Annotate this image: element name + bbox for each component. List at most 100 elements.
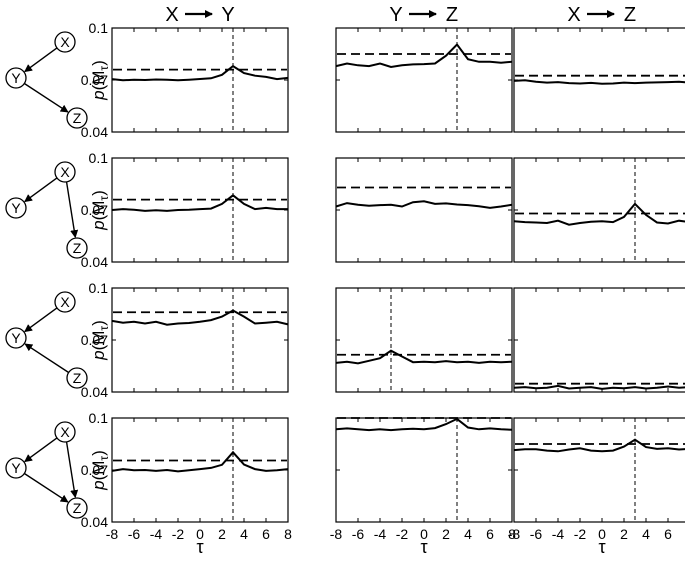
x-tick-label: -6 <box>128 526 141 542</box>
y-tick-label: 0.1 <box>89 20 109 36</box>
graph-edge <box>23 472 69 503</box>
y-axis-label-subscript: τ <box>97 456 111 461</box>
x-tick-label: -6 <box>352 526 365 542</box>
panel-grid: 0.040.070.10.040.070.10.040.070.10.040.0… <box>81 20 685 542</box>
y-axis-label-prefix-rest: (M <box>89 71 108 91</box>
panel-frame <box>513 417 685 523</box>
x-tick-label: 6 <box>486 526 494 542</box>
x-tick-label: 0 <box>598 526 606 542</box>
y-axis-label-suffix: ) <box>89 190 108 196</box>
y-axis-label: p(Mτ) <box>89 60 111 101</box>
causal-graph: X Y Z <box>5 161 88 259</box>
graph-node-label: X <box>60 294 70 310</box>
y-tick-label: 0.07 <box>81 202 108 218</box>
column-title-from: Y <box>389 4 402 26</box>
panel-frame <box>513 157 685 263</box>
x-tick-label: 2 <box>442 526 450 542</box>
x-tick-label: 6 <box>262 526 270 542</box>
data-series-line <box>111 194 288 212</box>
column-title-from: X <box>567 4 580 26</box>
y-axis-label-suffix: ) <box>89 60 108 66</box>
x-tick-label: -6 <box>530 526 543 542</box>
graph-node-label: X <box>60 34 70 50</box>
chart-panel: 0.04 0.07 0.1 <box>81 20 289 140</box>
x-tick-label: -4 <box>374 526 387 542</box>
graph-edge <box>24 437 58 463</box>
x-tick-label: 4 <box>642 526 650 542</box>
x-tick-label: 0 <box>196 526 204 542</box>
x-tick-label: -4 <box>552 526 565 542</box>
graph-edge <box>24 343 70 374</box>
y-tick-label: 0.1 <box>89 410 109 426</box>
panel-frame <box>111 287 289 393</box>
x-axis-label: τ <box>196 537 203 557</box>
x-tick-label: 8 <box>284 526 292 542</box>
graph-node-label: Y <box>11 460 21 476</box>
x-tick-label: -2 <box>574 526 587 542</box>
graph-node <box>66 237 88 259</box>
y-axis-label-subscript: τ <box>97 326 111 331</box>
graph-edge <box>24 307 58 333</box>
graph-node <box>54 161 76 183</box>
graph-node <box>5 457 27 479</box>
y-axis-label-prefix: p <box>89 220 108 230</box>
graph-node <box>66 107 88 129</box>
chart-panel: 0.04 0.07 0.1 -8 -6 -4 -2 0 2 4 6 8 <box>81 410 292 542</box>
y-tick-label: 0.04 <box>81 384 108 400</box>
y-tick-label: 0.07 <box>81 72 108 88</box>
graph-node <box>5 327 27 349</box>
panel-frame <box>335 27 513 133</box>
data-series-line <box>335 417 513 432</box>
x-tick-label: 6 <box>664 526 672 542</box>
panel-frame <box>335 157 513 263</box>
data-series-line <box>335 200 513 209</box>
x-tick-label: -2 <box>172 526 185 542</box>
graph-node <box>54 291 76 313</box>
x-tick-label: -2 <box>396 526 409 542</box>
y-tick-label: 0.1 <box>89 280 109 296</box>
graph-node-label: Z <box>73 500 82 516</box>
y-axis-label-subscript: τ <box>97 66 111 71</box>
x-tick-label: -8 <box>106 526 119 542</box>
x-tick-label: -8 <box>508 526 521 542</box>
chart-panel: 0.04 0.07 0.1 <box>81 150 289 270</box>
y-tick-label: 0.04 <box>81 514 108 530</box>
graph-node <box>54 31 76 53</box>
x-tick-label: -8 <box>330 526 343 542</box>
y-axis-label: p(Mτ) <box>89 190 111 231</box>
graph-edge <box>24 47 58 73</box>
y-axis-label-prefix: p <box>89 480 108 490</box>
x-tick-label: 8 <box>508 526 516 542</box>
y-axis-label-prefix: p <box>89 350 108 360</box>
y-tick-label: 0.1 <box>89 150 109 166</box>
graph-node <box>66 497 88 519</box>
graph-edge <box>65 181 79 239</box>
y-axis-label-subscript: τ <box>97 196 111 201</box>
y-axis-label-suffix: ) <box>89 450 108 456</box>
panel-frame <box>335 287 513 393</box>
x-tick-label: -4 <box>150 526 163 542</box>
x-axis-label: τ <box>420 537 427 557</box>
chart-panel <box>335 27 513 133</box>
panel-frame <box>513 287 685 393</box>
column-title-from: X <box>165 4 178 26</box>
graph-node-label: Z <box>73 110 82 126</box>
graph-node <box>54 421 76 443</box>
panel-frame <box>513 27 685 133</box>
graph-node-label: Z <box>73 370 82 386</box>
y-axis-label-prefix-rest: (M <box>89 201 108 221</box>
graph-node-label: Z <box>73 240 82 256</box>
chart-panel: 0.04 0.07 0.1 <box>81 280 289 400</box>
data-series-line <box>513 438 685 453</box>
y-axis-label-prefix: p <box>89 90 108 100</box>
x-tick-label: 0 <box>420 526 428 542</box>
y-tick-label: 0.04 <box>81 124 108 140</box>
y-tick-label: 0.04 <box>81 254 108 270</box>
causal-graph: X Y Z <box>5 421 88 519</box>
axis-labels: p(Mτ)p(Mτ)p(Mτ)p(Mτ)τ τ τ <box>89 60 606 557</box>
